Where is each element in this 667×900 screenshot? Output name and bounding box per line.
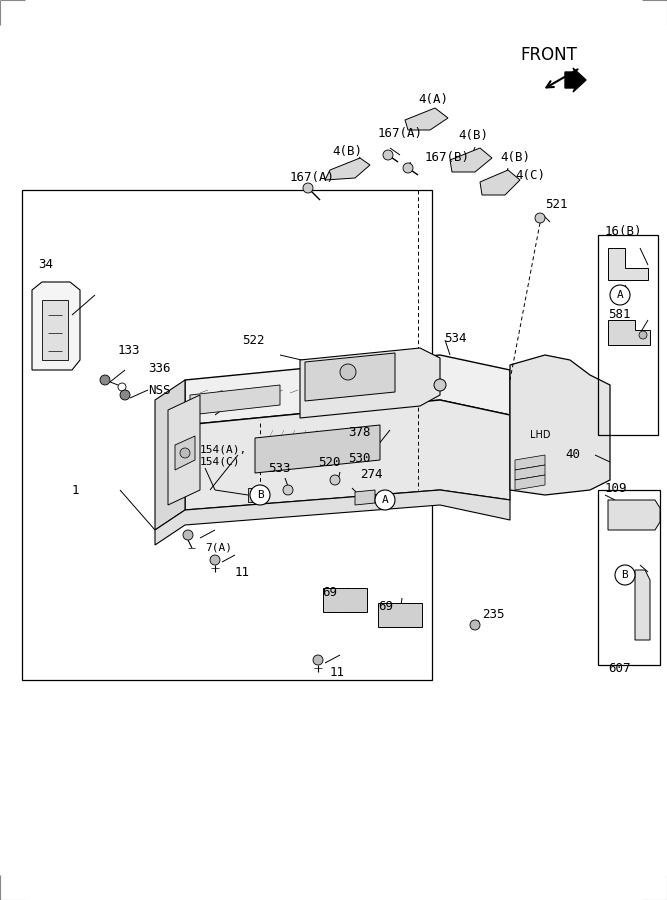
Circle shape: [183, 530, 193, 540]
Text: 378: 378: [348, 426, 370, 438]
Text: FRONT: FRONT: [520, 46, 577, 64]
Text: 581: 581: [608, 309, 630, 321]
Polygon shape: [323, 588, 367, 612]
Text: 11: 11: [330, 665, 345, 679]
Text: 109: 109: [605, 482, 628, 494]
Text: 4(B): 4(B): [500, 150, 530, 164]
Text: 530: 530: [348, 452, 370, 464]
Polygon shape: [515, 455, 545, 470]
Polygon shape: [565, 68, 586, 92]
Polygon shape: [248, 488, 265, 502]
Text: 534: 534: [444, 331, 466, 345]
Circle shape: [180, 448, 190, 458]
Bar: [598, 490, 660, 665]
Polygon shape: [515, 475, 545, 490]
Circle shape: [610, 285, 630, 305]
Polygon shape: [608, 248, 648, 280]
Polygon shape: [608, 320, 650, 345]
Polygon shape: [175, 436, 195, 470]
Circle shape: [639, 331, 647, 339]
Circle shape: [313, 655, 323, 665]
Polygon shape: [255, 425, 380, 473]
Text: 520: 520: [318, 455, 340, 469]
Polygon shape: [42, 300, 68, 360]
Polygon shape: [635, 570, 650, 640]
Polygon shape: [325, 158, 370, 180]
Text: B: B: [622, 570, 628, 580]
Circle shape: [330, 475, 340, 485]
Text: 1: 1: [72, 483, 79, 497]
Text: 607: 607: [608, 662, 630, 674]
Circle shape: [210, 555, 220, 565]
Polygon shape: [155, 380, 185, 530]
Text: 167(A): 167(A): [378, 127, 423, 140]
Circle shape: [383, 150, 393, 160]
Polygon shape: [32, 282, 80, 370]
Text: 4(A): 4(A): [418, 94, 448, 106]
Polygon shape: [510, 355, 610, 495]
Circle shape: [535, 213, 545, 223]
Text: 34: 34: [38, 258, 53, 272]
Polygon shape: [190, 385, 280, 415]
Text: A: A: [616, 290, 624, 300]
Text: 274: 274: [360, 469, 382, 482]
Text: 16(B): 16(B): [605, 226, 642, 239]
Circle shape: [434, 379, 446, 391]
Polygon shape: [515, 465, 545, 480]
Text: 336: 336: [148, 362, 171, 374]
Circle shape: [120, 390, 130, 400]
Circle shape: [100, 375, 110, 385]
Text: NSS: NSS: [148, 383, 171, 397]
Text: 533: 533: [268, 462, 291, 474]
Polygon shape: [608, 500, 660, 530]
Text: 69: 69: [378, 600, 393, 614]
Text: 40: 40: [565, 448, 580, 462]
Polygon shape: [185, 400, 510, 510]
Text: 4(B): 4(B): [332, 146, 362, 158]
Circle shape: [615, 565, 635, 585]
Text: 167(B): 167(B): [425, 151, 470, 165]
Bar: [22, 190, 432, 680]
Text: 167(A): 167(A): [290, 172, 335, 184]
Text: 4(B): 4(B): [458, 129, 488, 141]
Circle shape: [470, 620, 480, 630]
Circle shape: [250, 485, 270, 505]
Text: 154(A),: 154(A),: [200, 445, 247, 455]
Polygon shape: [450, 148, 492, 172]
Text: 521: 521: [545, 199, 568, 212]
Polygon shape: [480, 170, 520, 195]
Polygon shape: [355, 490, 375, 505]
Text: 11: 11: [235, 565, 250, 579]
Circle shape: [303, 183, 313, 193]
Bar: [598, 235, 658, 435]
Polygon shape: [185, 355, 510, 425]
Circle shape: [375, 490, 395, 510]
Text: 235: 235: [482, 608, 504, 622]
Text: 69: 69: [322, 586, 337, 598]
Text: LHD: LHD: [530, 430, 550, 440]
Text: 154(C): 154(C): [200, 457, 241, 467]
Circle shape: [340, 364, 356, 380]
Text: A: A: [382, 495, 388, 505]
Text: 4(C): 4(C): [515, 168, 545, 182]
Text: 133: 133: [118, 344, 141, 356]
Polygon shape: [168, 395, 200, 505]
Text: 522: 522: [242, 334, 265, 346]
Polygon shape: [155, 490, 510, 545]
Polygon shape: [405, 108, 448, 130]
Polygon shape: [300, 348, 440, 418]
Polygon shape: [305, 353, 395, 401]
Text: B: B: [257, 490, 263, 500]
Polygon shape: [378, 603, 422, 627]
Circle shape: [403, 163, 413, 173]
Circle shape: [283, 485, 293, 495]
Text: 7(A): 7(A): [205, 543, 232, 553]
